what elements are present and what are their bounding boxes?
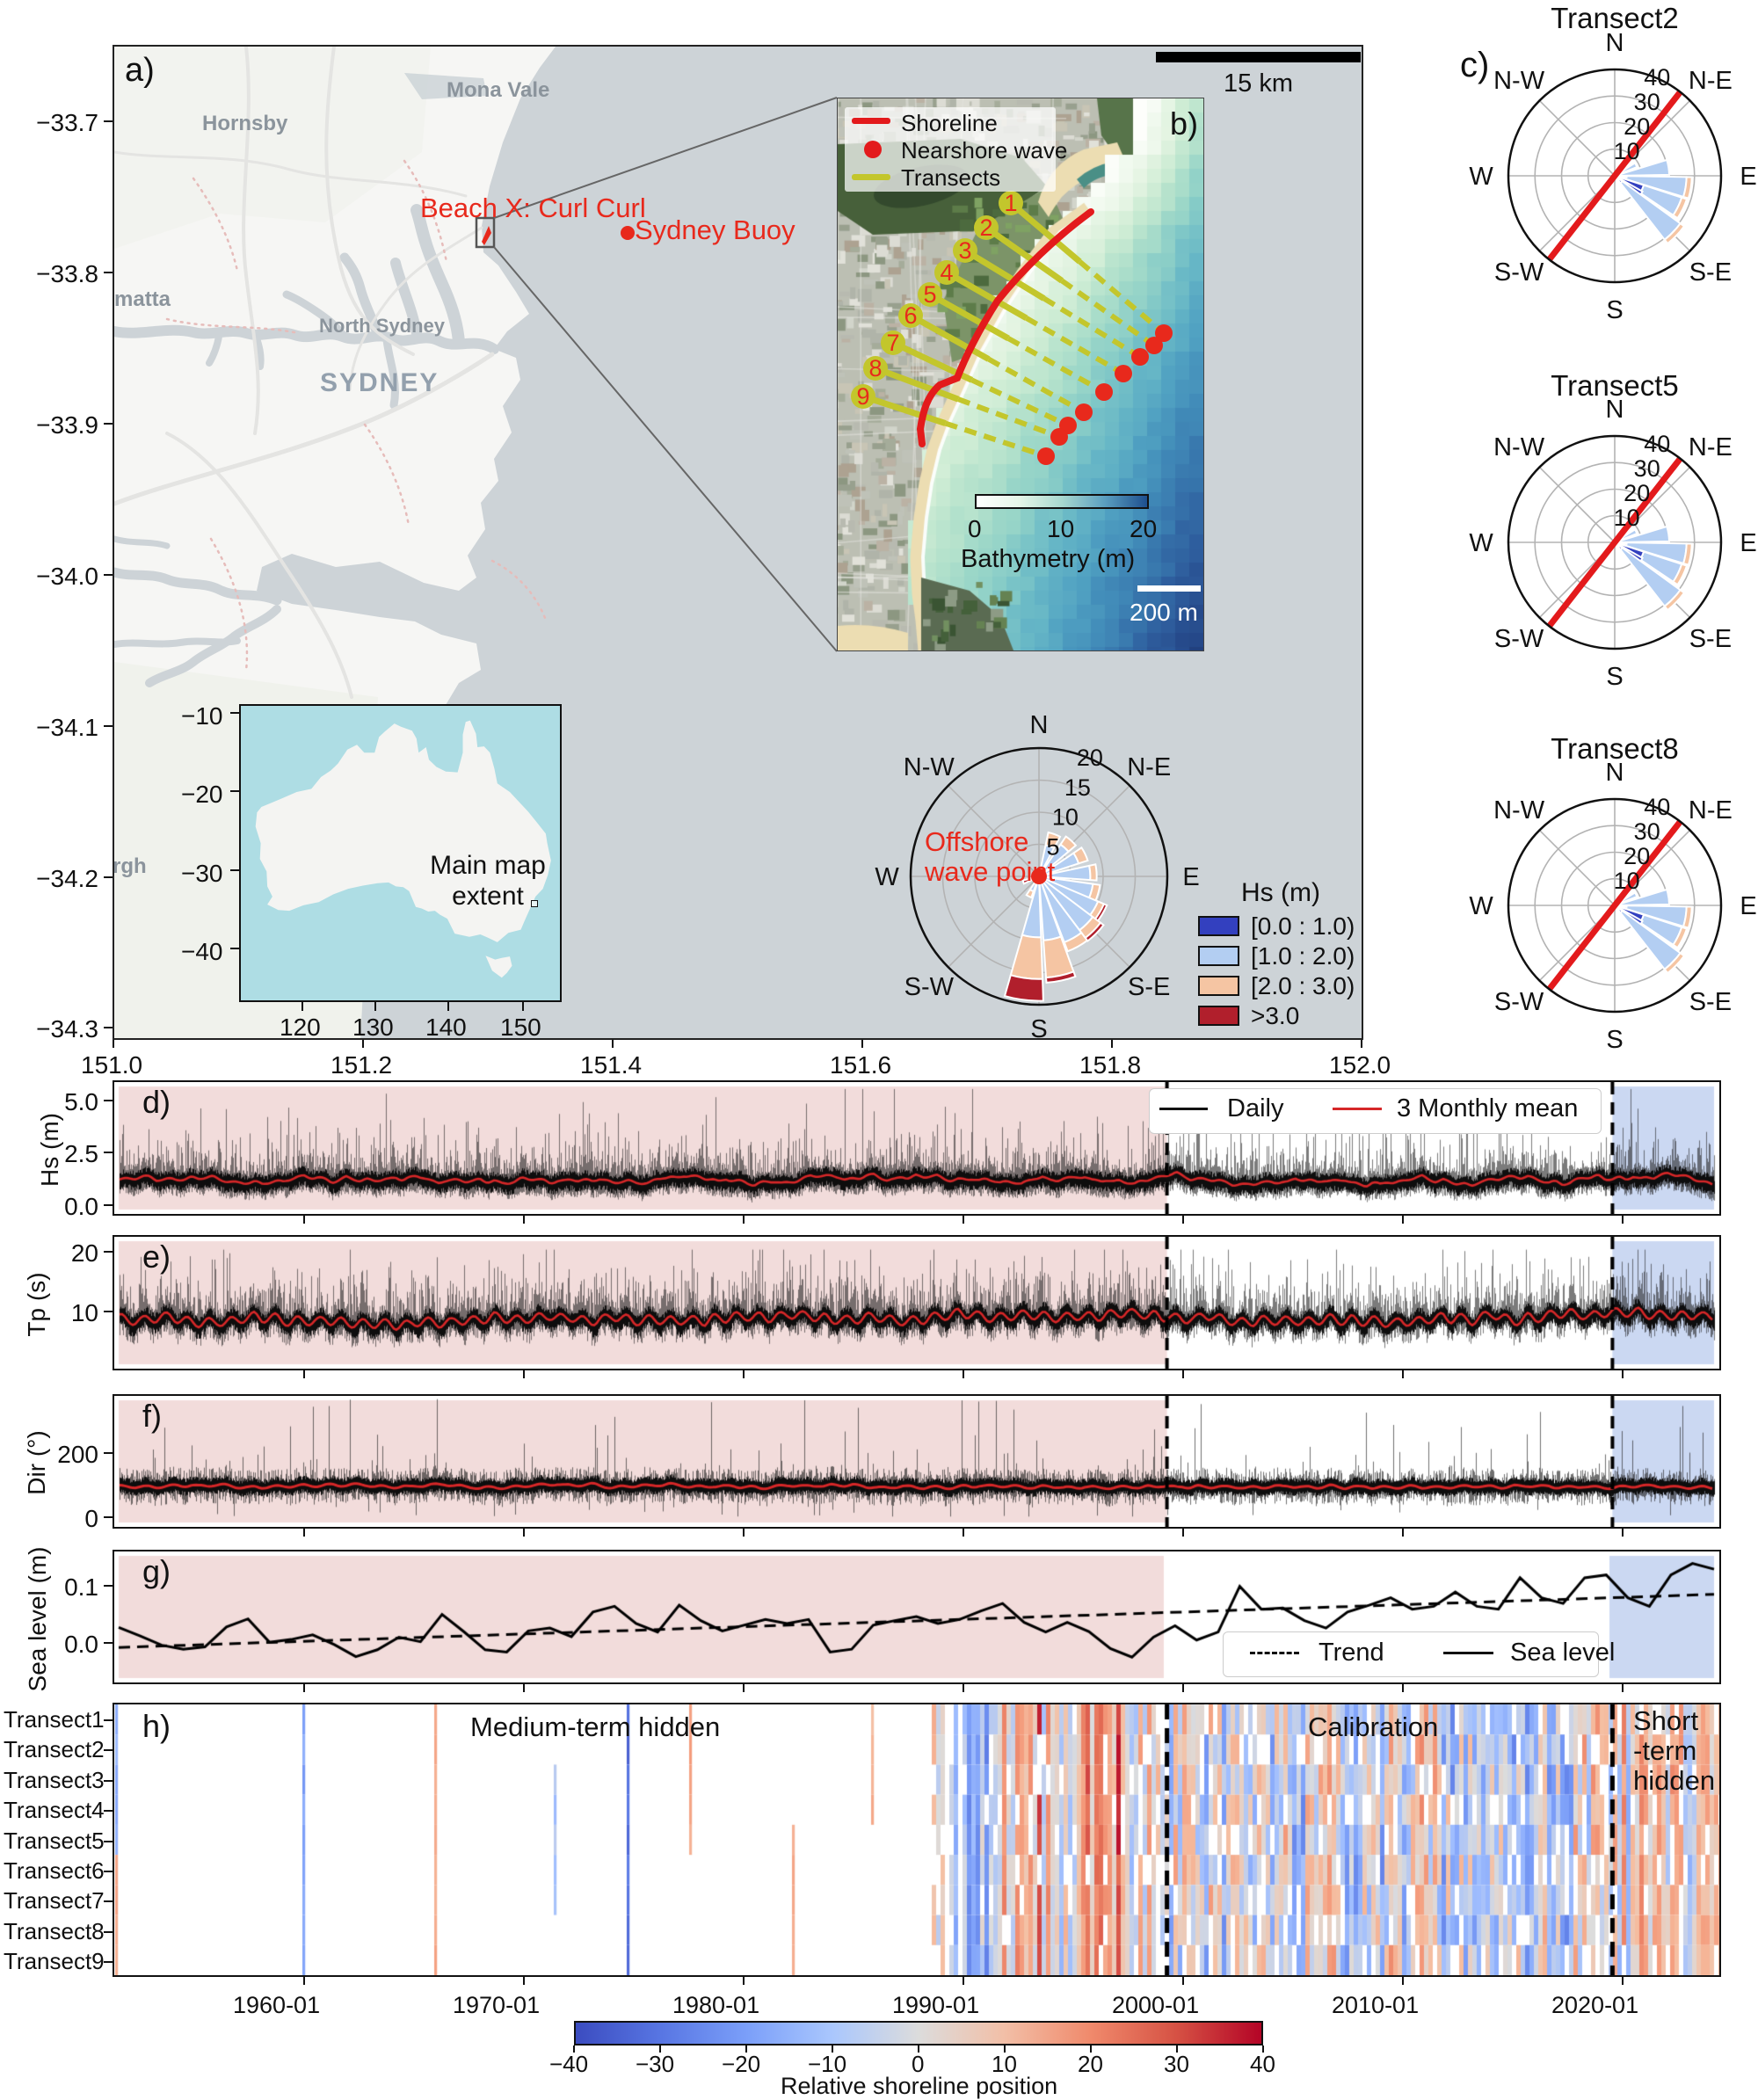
svg-text:10: 10 xyxy=(1614,138,1640,164)
svg-text:20: 20 xyxy=(1624,113,1650,140)
svg-text:S-E: S-E xyxy=(1689,625,1732,653)
svg-text:E: E xyxy=(1182,863,1199,891)
svg-text:N-W: N-W xyxy=(904,753,955,781)
svg-text:30: 30 xyxy=(1634,455,1660,482)
svg-text:W: W xyxy=(1469,529,1493,557)
svg-text:E: E xyxy=(1740,892,1756,920)
svg-text:9: 9 xyxy=(856,383,869,410)
svg-text:10: 10 xyxy=(1614,505,1640,531)
svg-text:N-E: N-E xyxy=(1689,796,1733,825)
svg-text:3: 3 xyxy=(958,237,971,264)
svg-text:30: 30 xyxy=(1634,818,1660,845)
svg-text:N: N xyxy=(1606,396,1624,424)
svg-text:N-W: N-W xyxy=(1493,67,1545,95)
svg-text:8: 8 xyxy=(868,355,882,381)
svg-text:N-W: N-W xyxy=(1493,433,1545,461)
svg-text:5: 5 xyxy=(923,281,936,308)
svg-text:S: S xyxy=(1606,1026,1623,1054)
svg-text:30: 30 xyxy=(1634,89,1660,115)
svg-text:N-E: N-E xyxy=(1127,753,1171,781)
svg-text:40: 40 xyxy=(1644,431,1670,457)
svg-text:S-E: S-E xyxy=(1689,988,1732,1016)
svg-text:W: W xyxy=(1469,163,1493,191)
svg-text:N: N xyxy=(1606,29,1624,57)
svg-text:7: 7 xyxy=(886,330,899,356)
svg-text:5: 5 xyxy=(1046,833,1059,860)
svg-text:10: 10 xyxy=(1614,868,1640,894)
svg-text:E: E xyxy=(1740,163,1756,191)
svg-text:20: 20 xyxy=(1077,745,1103,771)
svg-text:W: W xyxy=(875,863,899,891)
svg-text:1: 1 xyxy=(1004,190,1017,216)
svg-text:4: 4 xyxy=(940,259,953,286)
svg-text:S-W: S-W xyxy=(1494,625,1544,653)
svg-text:10: 10 xyxy=(1052,804,1079,831)
svg-text:E: E xyxy=(1740,529,1756,557)
svg-text:W: W xyxy=(1469,892,1493,920)
svg-text:S: S xyxy=(1606,296,1623,324)
svg-text:15: 15 xyxy=(1064,774,1091,801)
svg-text:N-E: N-E xyxy=(1689,67,1733,95)
svg-text:S-E: S-E xyxy=(1689,258,1732,287)
svg-text:40: 40 xyxy=(1644,794,1670,820)
svg-text:N-W: N-W xyxy=(1493,796,1545,825)
svg-text:S-W: S-W xyxy=(1494,258,1544,287)
svg-text:S-W: S-W xyxy=(904,973,955,1001)
svg-text:2: 2 xyxy=(979,214,992,241)
svg-text:S: S xyxy=(1606,663,1623,691)
svg-text:S-W: S-W xyxy=(1494,988,1544,1016)
svg-text:20: 20 xyxy=(1624,843,1650,869)
svg-text:S-E: S-E xyxy=(1128,973,1170,1001)
svg-text:40: 40 xyxy=(1644,64,1670,91)
svg-text:N-E: N-E xyxy=(1689,433,1733,461)
svg-text:20: 20 xyxy=(1624,480,1650,506)
svg-text:S: S xyxy=(1030,1015,1047,1038)
svg-text:N: N xyxy=(1030,711,1049,739)
svg-text:N: N xyxy=(1606,759,1624,787)
svg-text:6: 6 xyxy=(904,302,917,329)
